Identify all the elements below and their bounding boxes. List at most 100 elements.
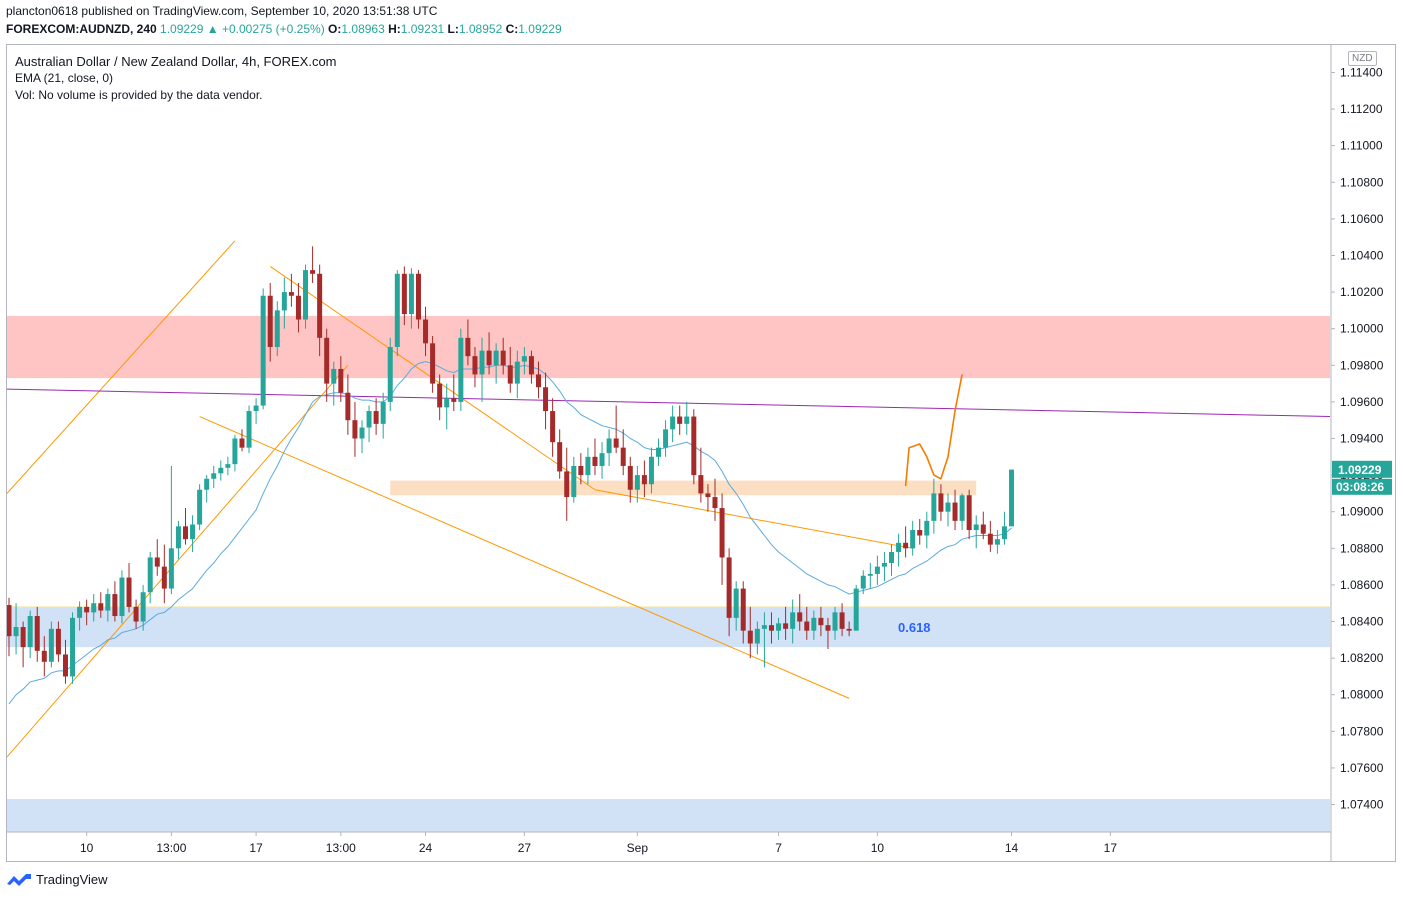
candle xyxy=(387,337,393,412)
candle xyxy=(536,361,541,399)
trendline-falling-channel-upper-ext xyxy=(594,489,913,549)
candle xyxy=(444,383,450,430)
candle-body xyxy=(430,343,436,384)
candle xyxy=(641,460,647,498)
candle xyxy=(733,581,739,631)
candle-body xyxy=(147,557,153,593)
candle xyxy=(761,612,767,668)
candle xyxy=(839,603,845,637)
open-value: 1.08963 xyxy=(341,22,385,36)
candle xyxy=(903,526,909,558)
ema-legend: EMA (21, close, 0) xyxy=(15,71,114,85)
candle xyxy=(211,465,217,488)
candle-body xyxy=(634,475,640,490)
candle xyxy=(437,374,443,421)
candle xyxy=(34,606,40,662)
trendline-rising-channel-upper xyxy=(7,240,236,494)
candle xyxy=(331,361,337,406)
candle-body xyxy=(973,524,979,531)
candle xyxy=(84,599,90,626)
candle xyxy=(994,530,1000,554)
candle xyxy=(55,621,61,662)
candle-body xyxy=(966,495,972,531)
candle-body xyxy=(684,416,690,424)
candle xyxy=(168,465,174,595)
candle-body xyxy=(874,566,880,574)
candle xyxy=(521,346,527,375)
candle-body xyxy=(719,508,725,558)
candle xyxy=(599,442,605,479)
candle xyxy=(634,465,640,503)
candle xyxy=(754,621,760,655)
candle-body xyxy=(825,625,831,631)
candle xyxy=(790,599,796,644)
candle xyxy=(119,570,125,624)
candle-body xyxy=(804,621,810,631)
countdown-badge xyxy=(1332,478,1392,495)
symbol-ohlc-line: FOREXCOM:AUDNZD, 240 1.09229 ▲ +0.00275 … xyxy=(6,22,562,36)
candle-body xyxy=(288,292,294,296)
candle-body xyxy=(938,493,944,512)
candle xyxy=(112,581,118,622)
candle xyxy=(931,478,937,534)
zone-support-low xyxy=(7,799,1330,832)
candle-body xyxy=(846,628,852,631)
candle xyxy=(246,405,252,454)
time-tick-label: 10 xyxy=(871,841,885,855)
candle xyxy=(133,599,139,629)
candle xyxy=(41,636,47,677)
candle xyxy=(458,328,464,412)
candle-body xyxy=(380,401,386,424)
candle xyxy=(147,551,153,604)
candle-body xyxy=(175,526,181,549)
candle-body xyxy=(55,628,61,655)
candle xyxy=(239,429,245,452)
candle xyxy=(670,405,676,443)
currency-badge[interactable]: NZD xyxy=(1348,51,1377,66)
candle-body xyxy=(331,368,337,384)
candle xyxy=(373,398,379,435)
candle-body xyxy=(295,295,301,320)
candle xyxy=(91,594,97,622)
price-tick-label: 1.10600 xyxy=(1340,212,1384,226)
candle xyxy=(303,264,309,329)
candle-body xyxy=(641,475,647,485)
candle xyxy=(204,475,210,503)
candle-body xyxy=(889,551,894,563)
candle xyxy=(768,612,774,644)
candle xyxy=(394,270,400,357)
candle xyxy=(846,621,852,637)
time-tick-label: 27 xyxy=(518,841,532,855)
candle xyxy=(366,405,372,443)
candle xyxy=(740,581,746,644)
candle-body xyxy=(98,603,104,611)
candle xyxy=(48,621,54,668)
time-tick-label: 10 xyxy=(80,841,94,855)
candle xyxy=(966,489,972,540)
candle-body xyxy=(917,530,923,536)
candle xyxy=(1009,469,1015,527)
candle-body xyxy=(507,365,513,384)
candle-body xyxy=(811,617,817,631)
candle xyxy=(175,520,181,560)
candle-body xyxy=(705,493,711,498)
candle xyxy=(218,460,224,481)
time-tick-label: 7 xyxy=(775,841,782,855)
trendline-rising-channel-lower xyxy=(7,364,349,758)
tradingview-brand[interactable]: TradingView xyxy=(6,871,108,887)
candle xyxy=(818,606,824,637)
horizontal-line xyxy=(7,388,1330,418)
candle-body xyxy=(528,356,534,375)
candle xyxy=(13,603,19,655)
candle-body xyxy=(437,383,443,408)
candle-body xyxy=(317,273,323,338)
candle-body xyxy=(154,557,160,567)
candle xyxy=(105,588,111,622)
candle xyxy=(274,301,280,357)
price-tick-label: 1.10800 xyxy=(1340,175,1384,189)
candle-body xyxy=(648,456,654,485)
candle xyxy=(126,562,132,613)
candle xyxy=(712,478,718,521)
candle-body xyxy=(994,539,1000,545)
